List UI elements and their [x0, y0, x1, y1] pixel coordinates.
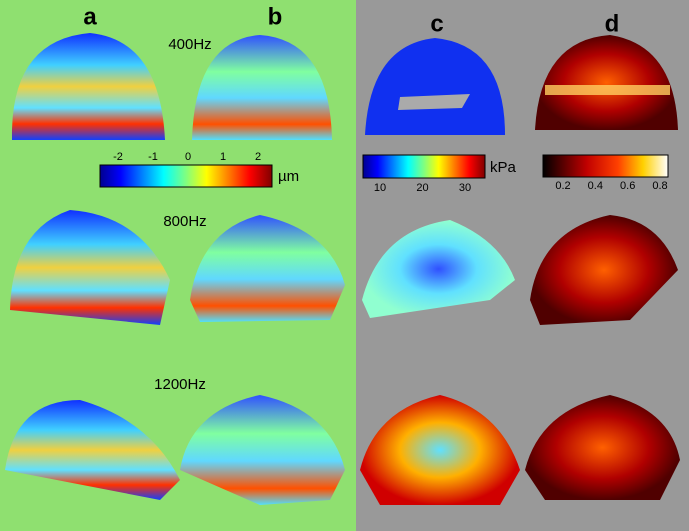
colorbar-unit: kPa — [490, 159, 517, 176]
colorbar-tick-label: 20 — [416, 182, 428, 194]
frequency-label: 1200Hz — [154, 376, 206, 393]
colorbar-tick-label: 0.4 — [588, 180, 603, 192]
colorbar-tick-label: 2 — [255, 151, 261, 163]
colorbar-tick-label: 10 — [374, 182, 386, 194]
colorbar-tick-label: 0 — [185, 151, 191, 163]
colorbar-tick-label: 0.2 — [555, 180, 570, 192]
colorbar-tick-label: 30 — [459, 182, 471, 194]
column-label: b — [268, 3, 283, 30]
colorbar-tick-label: 0.8 — [652, 180, 667, 192]
frequency-label: 800Hz — [163, 213, 206, 230]
frequency-label: 400Hz — [168, 36, 211, 53]
colorbar-tick-label: -1 — [148, 151, 158, 163]
colorbar-unit: µm — [278, 168, 299, 185]
map-band — [545, 85, 670, 95]
colorbar-tick-label: -2 — [113, 151, 123, 163]
colorbar — [543, 155, 668, 177]
figure: a b c d 400Hz 800Hz 1200Hz µm kPa -2 -1 0 1… — [0, 0, 689, 531]
column-label: d — [605, 10, 620, 37]
colorbar-tick-label: 1 — [220, 151, 226, 163]
colorbar-tick-label: 0.6 — [620, 180, 635, 192]
column-label: c — [430, 10, 443, 37]
colorbar — [363, 155, 485, 178]
colorbar — [100, 165, 272, 187]
column-label: a — [83, 3, 97, 30]
